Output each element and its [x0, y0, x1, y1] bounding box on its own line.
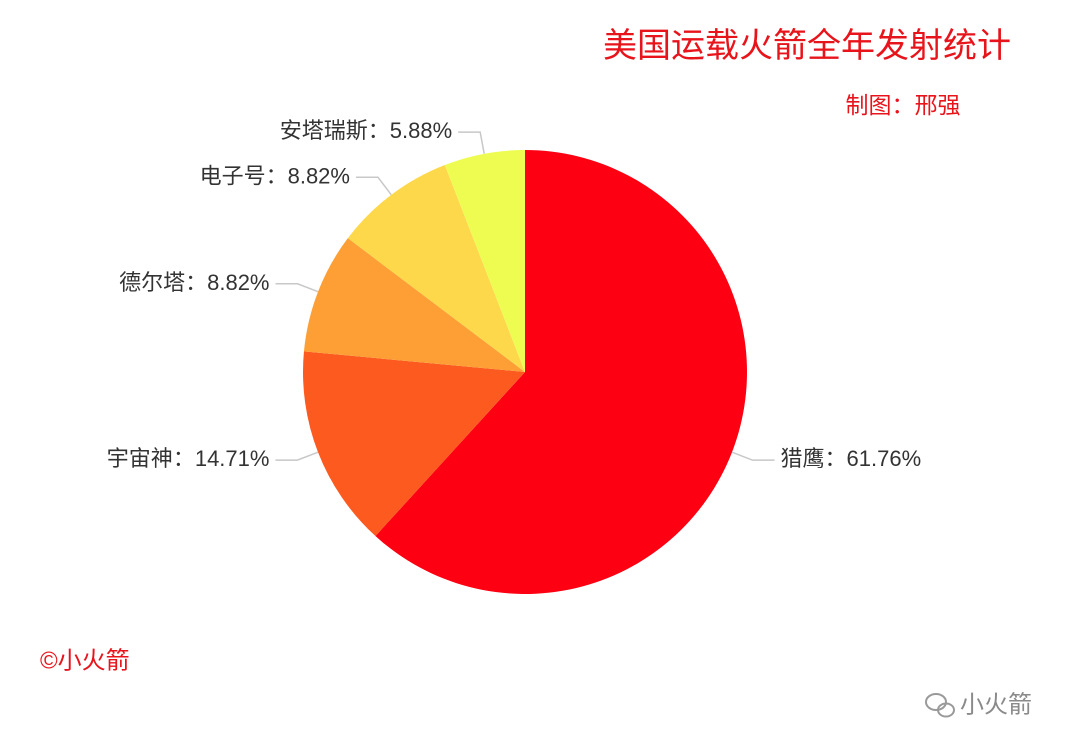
pie: 猎鹰：61.76%宇宙神：14.71%德尔塔：8.82%电子号：8.82%安塔瑞…	[107, 118, 922, 595]
leader-line	[458, 131, 485, 154]
pie-slice	[347, 164, 525, 372]
category-name: 安塔瑞斯	[280, 118, 368, 143]
value-label: 14.71%	[195, 446, 270, 471]
data-label: 安塔瑞斯：5.88%	[280, 118, 452, 143]
value-label: 8.82%	[288, 163, 350, 188]
pie-slice	[375, 150, 747, 595]
value-label: 5.88%	[390, 118, 452, 143]
label-separator: ：	[825, 446, 847, 471]
data-label: 德尔塔：8.82%	[119, 270, 269, 295]
data-label: 电子号：8.82%	[200, 163, 350, 188]
label-separator: ：	[185, 270, 207, 295]
watermark-icon	[925, 693, 955, 718]
category-name: 猎鹰	[781, 446, 825, 471]
label-separator: ：	[173, 446, 195, 471]
watermark: 小火箭	[960, 691, 1032, 718]
pie-slice	[303, 238, 525, 372]
leader-line	[731, 451, 775, 461]
chart-title: 美国运载火箭全年发射统计	[603, 27, 1011, 65]
data-label: 猎鹰：61.76%	[781, 446, 922, 471]
category-name: 宇宙神	[107, 446, 173, 471]
leader-line	[355, 176, 392, 196]
leader-line	[275, 451, 319, 461]
category-name: 德尔塔	[119, 270, 185, 295]
value-label: 8.82%	[207, 270, 269, 295]
pie-slice	[302, 351, 525, 537]
label-separator: ：	[368, 118, 390, 143]
label-separator: ：	[266, 163, 288, 188]
chart-subtitle: 制图：邢强	[846, 92, 961, 118]
category-name: 电子号	[200, 163, 266, 188]
value-label: 61.76%	[847, 446, 922, 471]
credit: ©小火箭	[40, 647, 130, 674]
data-label: 宇宙神：14.71%	[107, 446, 270, 471]
leader-line	[275, 283, 319, 293]
pie-slice	[444, 150, 525, 372]
